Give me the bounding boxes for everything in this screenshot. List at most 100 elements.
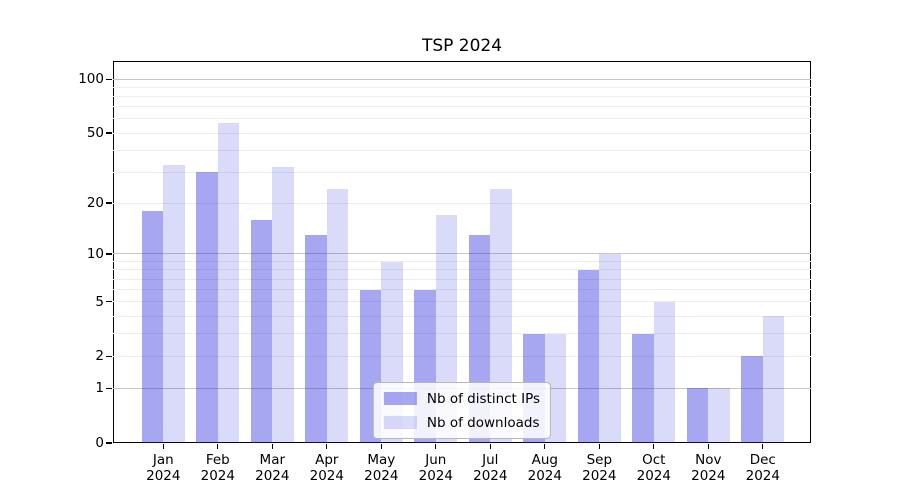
x-tick-label-year-jan: 2024 (146, 468, 181, 484)
y-tick-mark-5 (106, 301, 112, 303)
x-tick-label-month-jul: Jul (482, 452, 499, 468)
plot-area: Nb of distinct IPs Nb of downloads (113, 61, 811, 443)
bar-downloads-oct (653, 301, 676, 443)
x-tick-label-month-oct: Oct (642, 452, 666, 468)
y-tick-mark-20 (106, 202, 112, 204)
bar-distinct-ips-jan (141, 210, 164, 443)
x-tick-mark-mar (271, 444, 273, 449)
x-tick-label-nov: Nov 2024 (680, 452, 736, 484)
gridline-minor-5 (113, 301, 811, 303)
x-tick-mark-feb (217, 444, 219, 449)
gridline-minor-3 (113, 333, 811, 335)
x-tick-label-month-aug: Aug (531, 452, 558, 468)
gridline-minor-60 (113, 118, 811, 120)
bar-distinct-ips-mar (250, 219, 273, 443)
bar-distinct-ips-feb (196, 172, 218, 443)
x-tick-label-dec: Dec 2024 (735, 452, 791, 484)
x-tick-label-month-may: May (367, 452, 396, 468)
y-tick-label-2: 2 (95, 348, 104, 365)
bar-downloads-nov (708, 388, 730, 443)
gridline-minor-50 (113, 132, 811, 134)
x-tick-label-jun: Jun 2024 (408, 452, 464, 484)
y-tick-mark-0 (106, 442, 112, 444)
bar-downloads-sep (599, 253, 621, 443)
x-tick-label-jan: Jan 2024 (135, 452, 191, 484)
chart-title: TSP 2024 (421, 36, 503, 56)
x-tick-label-month-feb: Feb (205, 452, 230, 468)
x-tick-label-month-apr: Apr (315, 452, 339, 468)
bar-distinct-ips-sep (577, 269, 600, 443)
x-tick-label-year-dec: 2024 (745, 468, 780, 484)
x-tick-mark-apr (326, 444, 328, 449)
x-tick-label-jul: Jul 2024 (462, 452, 518, 484)
x-tick-label-feb: Feb 2024 (190, 452, 246, 484)
legend-swatch-ips (383, 392, 417, 405)
gridline-minor-4 (113, 315, 811, 317)
y-tick-mark-100 (106, 78, 112, 80)
legend-item-downloads: Nb of downloads (383, 413, 540, 432)
x-tick-mark-aug (544, 444, 546, 449)
x-tick-label-year-nov: 2024 (691, 468, 726, 484)
legend: Nb of distinct IPs Nb of downloads (372, 382, 552, 439)
bar-downloads-feb (217, 122, 240, 443)
x-tick-label-month-dec: Dec (749, 452, 776, 468)
x-tick-label-oct: Oct 2024 (626, 452, 682, 484)
bar-distinct-ips-oct (632, 333, 654, 443)
y-tick-mark-2 (106, 355, 112, 358)
y-tick-label-0: 0 (95, 435, 104, 451)
bar-downloads-dec (762, 316, 785, 443)
x-tick-mark-jan (162, 444, 164, 449)
gridline-minor-9 (113, 261, 811, 262)
y-tick-mark-10 (106, 253, 112, 255)
bar-distinct-ips-dec (741, 356, 763, 443)
x-tick-label-year-jun: 2024 (418, 468, 453, 484)
y-tick-label-1: 1 (95, 380, 104, 397)
x-tick-label-month-sep: Sep (586, 452, 613, 468)
x-tick-label-year-may: 2024 (364, 468, 399, 484)
legend-swatch-downloads (383, 416, 417, 429)
x-tick-label-aug: Aug 2024 (517, 452, 573, 484)
x-tick-label-year-oct: 2024 (636, 468, 671, 484)
x-tick-label-year-sep: 2024 (582, 468, 617, 484)
x-tick-mark-sep (598, 444, 600, 449)
gridline-minor-2 (113, 355, 811, 357)
gridline-minor-7 (113, 278, 811, 280)
y-tick-mark-1 (106, 387, 112, 390)
gridline-major-100 (113, 78, 811, 80)
legend-label-ips: Nb of distinct IPs (426, 390, 541, 407)
gridline-major-10 (113, 253, 811, 255)
bar-downloads-jan (163, 165, 185, 443)
x-tick-label-apr: Apr 2024 (299, 452, 355, 484)
bar-downloads-mar (272, 167, 294, 443)
gridline-minor-30 (113, 171, 811, 173)
gridline-minor-40 (113, 149, 811, 151)
bar-downloads-apr (326, 189, 349, 443)
x-tick-mark-jun (435, 444, 437, 449)
x-tick-label-year-jul: 2024 (473, 468, 508, 484)
y-tick-label-50: 50 (86, 125, 104, 142)
y-tick-label-5: 5 (95, 293, 104, 310)
x-tick-label-month-nov: Nov (695, 452, 722, 468)
x-tick-mark-may (380, 444, 382, 449)
legend-label-downloads: Nb of downloads (426, 414, 540, 431)
gridline-minor-6 (113, 289, 811, 291)
x-tick-mark-jul (489, 444, 491, 449)
x-tick-label-mar: Mar 2024 (244, 452, 300, 484)
x-tick-label-year-mar: 2024 (255, 468, 290, 484)
y-tick-label-20: 20 (86, 195, 104, 212)
bar-downloads-jul (490, 189, 512, 443)
bar-distinct-ips-apr (305, 234, 327, 443)
x-tick-mark-nov (707, 444, 709, 449)
x-tick-label-year-aug: 2024 (527, 468, 562, 484)
x-tick-label-month-jun: Jun (425, 452, 447, 468)
x-tick-label-year-feb: 2024 (200, 468, 235, 484)
y-tick-mark-50 (106, 132, 112, 134)
bar-distinct-ips-nov (686, 388, 709, 443)
x-tick-mark-dec (762, 444, 764, 449)
x-tick-label-month-jan: Jan (152, 452, 174, 468)
x-tick-label-may: May 2024 (353, 452, 409, 484)
gridline-minor-8 (113, 269, 811, 271)
gridline-minor-90 (113, 86, 811, 88)
x-tick-mark-oct (653, 444, 655, 449)
